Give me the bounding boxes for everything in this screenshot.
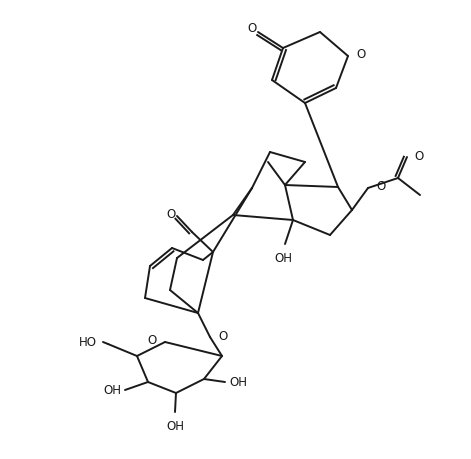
Text: O: O (247, 22, 257, 35)
Text: OH: OH (274, 252, 292, 265)
Text: OH: OH (229, 376, 247, 390)
Text: HO: HO (79, 336, 97, 348)
Text: O: O (376, 180, 385, 194)
Text: O: O (166, 207, 176, 220)
Text: OH: OH (166, 420, 184, 433)
Text: O: O (218, 330, 227, 342)
Text: O: O (356, 49, 365, 62)
Text: O: O (414, 150, 423, 162)
Text: OH: OH (103, 385, 121, 397)
Text: O: O (148, 335, 157, 347)
